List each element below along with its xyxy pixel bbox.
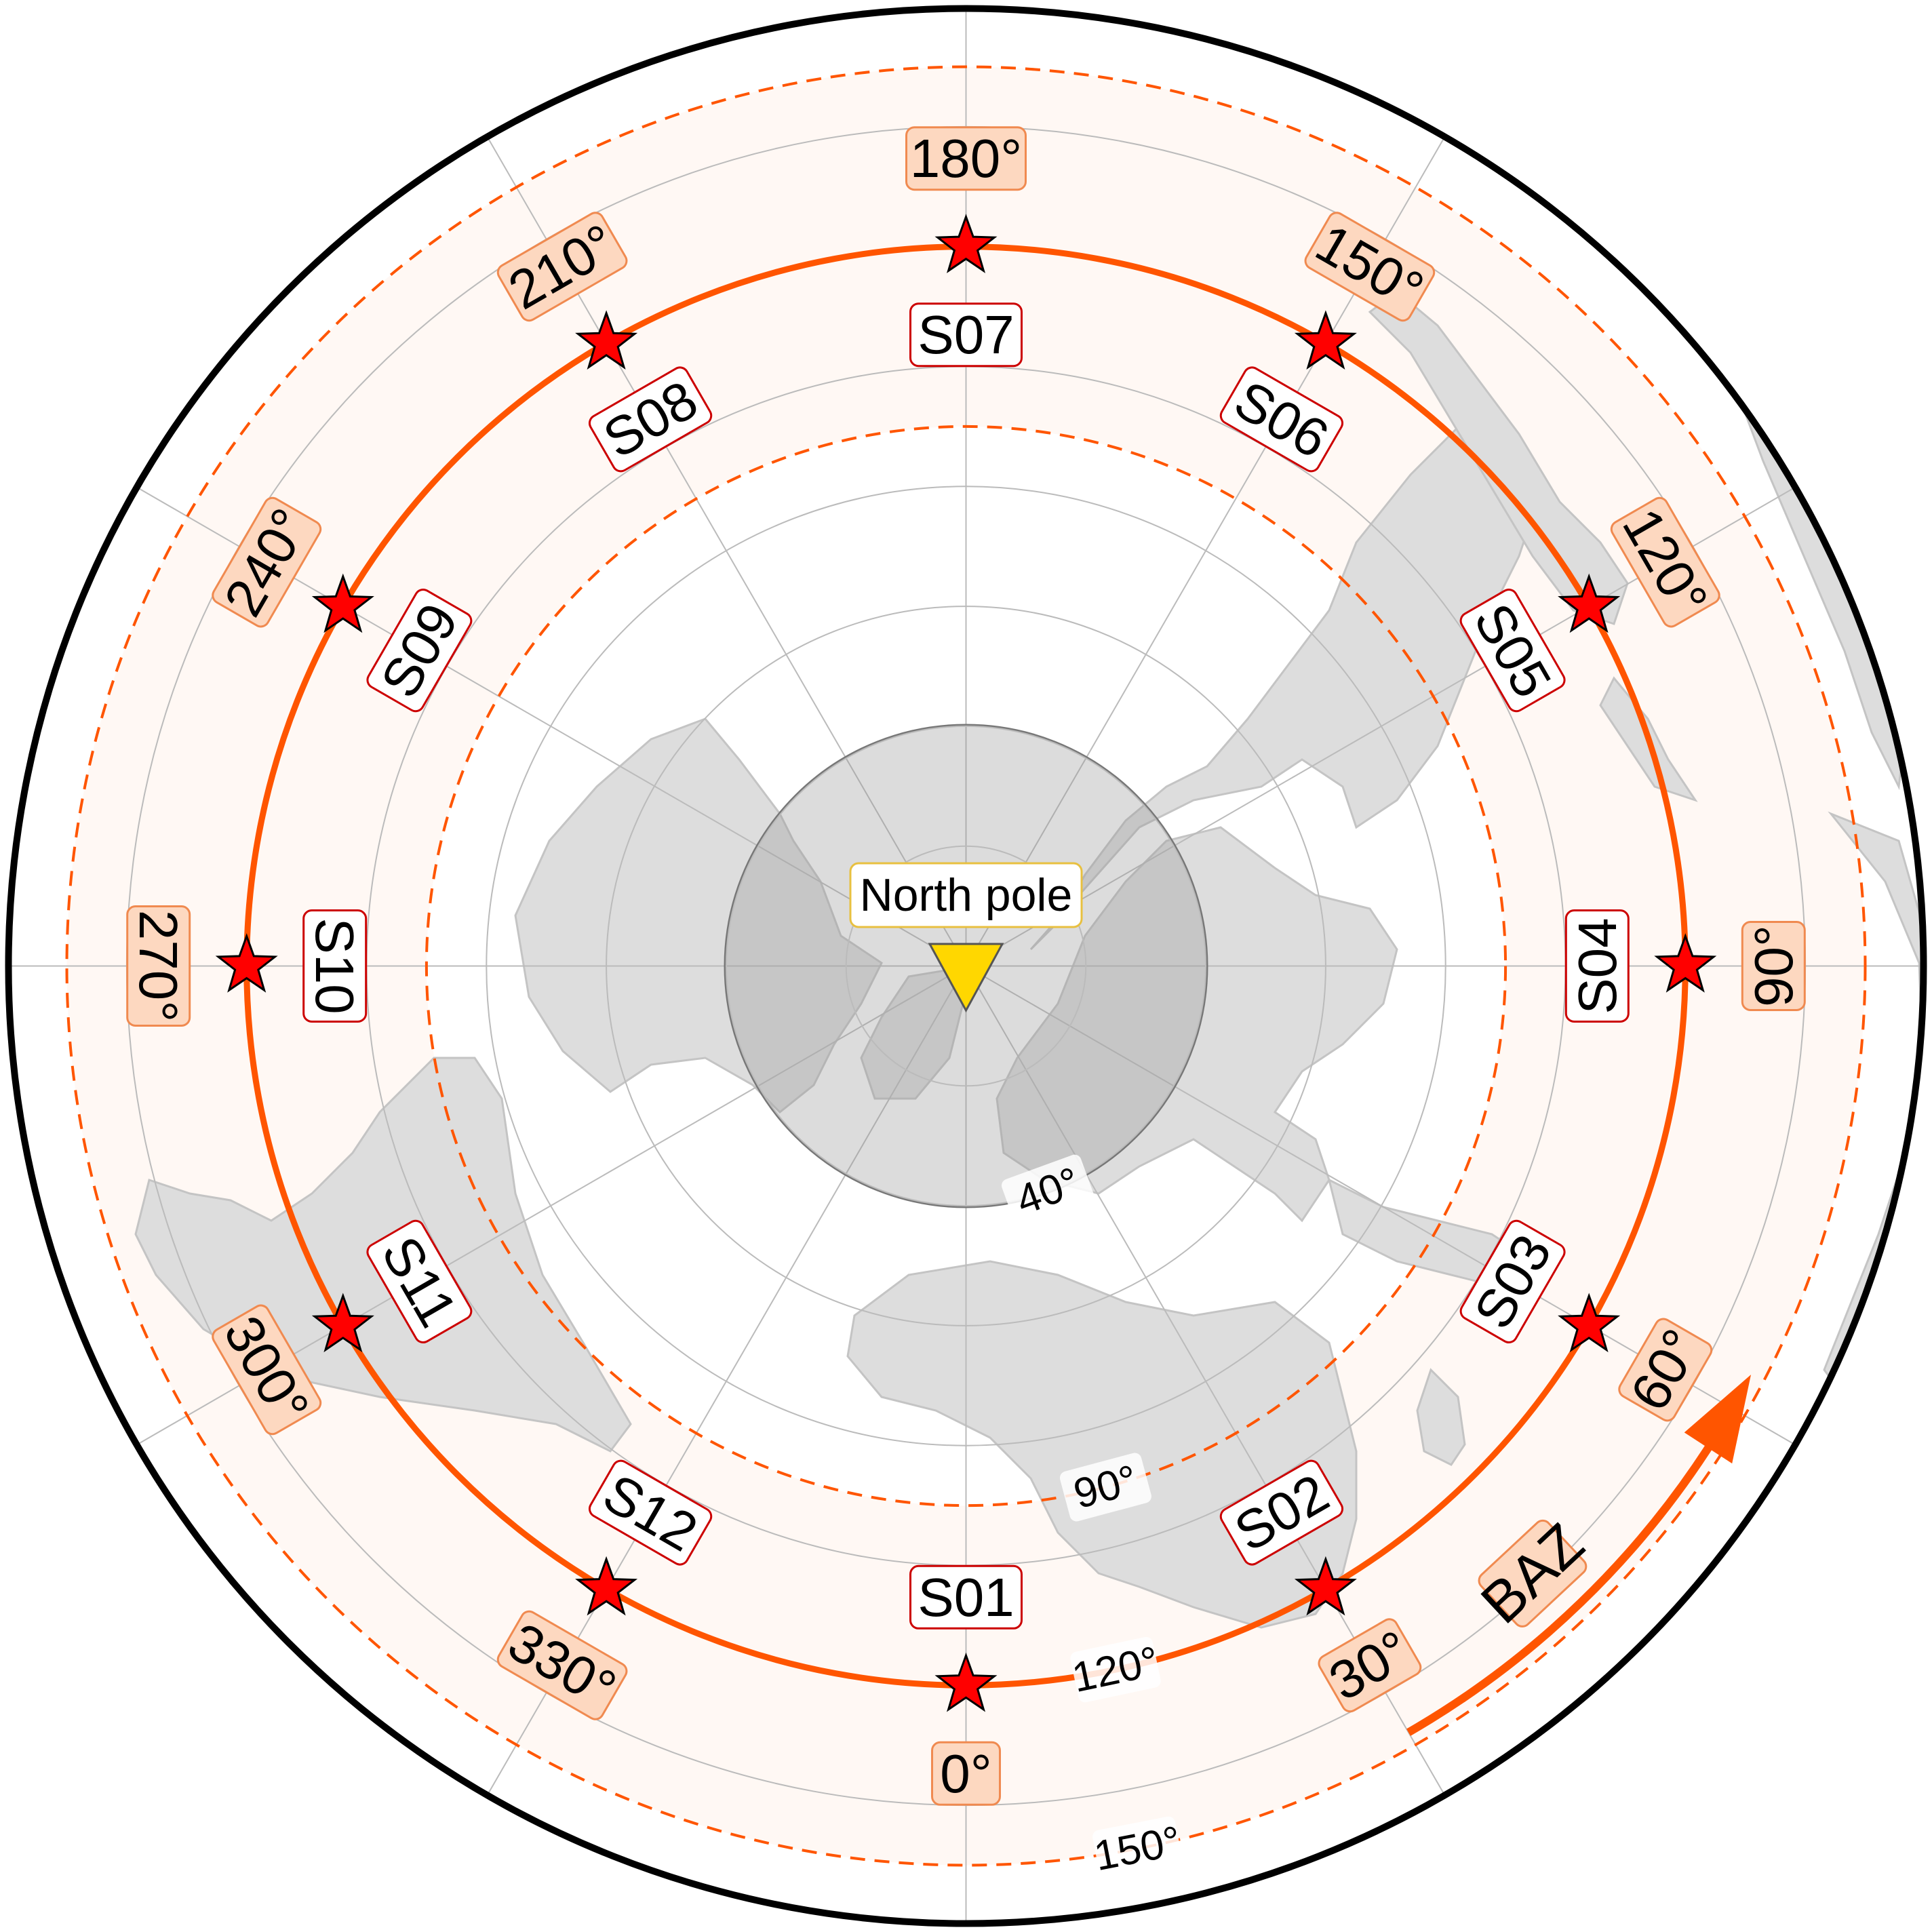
ring-label-bg (1059, 1453, 1151, 1522)
station-id-box (588, 1459, 713, 1566)
station-s07[interactable]: S07 180° (905, 126, 1027, 368)
station-star-icon (934, 214, 998, 273)
station-star-icon (215, 933, 278, 993)
station-id-box (366, 1219, 473, 1344)
station-baz-label: 270° (126, 905, 191, 1027)
parallel-circle (486, 486, 1446, 1446)
pole-marker: North pole (849, 862, 1083, 1013)
station-star-icon (1558, 573, 1621, 633)
station-baz-box (905, 126, 1027, 191)
station-id-text: S10 (304, 918, 365, 1014)
station-baz-label: 180° (905, 126, 1027, 191)
station-baz-box (1618, 1318, 1713, 1422)
station-star-icon (311, 1293, 374, 1353)
station-baz-label: 210° (496, 212, 628, 322)
station-id-label: S01 (909, 1564, 1023, 1630)
station-id-label: S04 (1564, 909, 1630, 1023)
station-baz-box (1610, 496, 1720, 628)
station-star-icon (311, 573, 374, 633)
station-id-box (588, 366, 713, 473)
station-baz-box (1741, 921, 1806, 1011)
station-s04[interactable]: S04 90° (1564, 909, 1806, 1023)
station-s01[interactable]: S01 0° (909, 1564, 1023, 1806)
station-id-box (1219, 366, 1344, 473)
station-baz-box (1304, 212, 1436, 322)
baz-arrow-arc (1406, 1432, 1720, 1736)
station-star-icon (575, 1556, 638, 1616)
station-baz-box (496, 212, 628, 322)
station-id-text: S01 (918, 1567, 1014, 1628)
baz-label-box (1478, 1519, 1588, 1628)
ring-label-bg (1092, 1816, 1183, 1881)
station-baz-box (212, 496, 322, 628)
station-star-icon (575, 310, 638, 370)
station-baz-box (1318, 1618, 1422, 1713)
ring-label-bg (1070, 1636, 1161, 1703)
station-baz-text: 0° (940, 1743, 991, 1804)
station-id-box (1459, 1219, 1566, 1344)
station-id-label: S10 (302, 909, 368, 1023)
station-id-box (302, 909, 368, 1023)
station-baz-text: 90° (1743, 925, 1804, 1007)
parallel-circle (606, 606, 1326, 1326)
station-baz-box (126, 905, 191, 1027)
station-id-text: S04 (1567, 918, 1628, 1014)
station-id-box (1564, 909, 1630, 1023)
station-baz-box (931, 1741, 1001, 1806)
land-madagascar (1416, 1368, 1466, 1466)
station-id-box (1459, 588, 1566, 713)
ring-90 (425, 425, 1507, 1507)
land-greenland (860, 968, 964, 1100)
station-id-box (366, 588, 473, 713)
parallel-circle (845, 845, 1087, 1087)
station-baz-label: 0° (931, 1741, 1001, 1806)
station-baz-text: 180° (910, 128, 1022, 189)
ring-150 (65, 65, 1867, 1867)
station-s10[interactable]: S10 270° (126, 905, 368, 1027)
station-id-text: S07 (918, 304, 1014, 365)
pole-marker-triangle (928, 943, 1004, 1013)
station-star-icon (1294, 1556, 1357, 1616)
pole-label: North pole (860, 869, 1073, 921)
station-star-icon (1558, 1293, 1621, 1353)
parallel-circle (725, 725, 1207, 1207)
station-id-label: S07 (909, 302, 1023, 368)
station-id-box (1219, 1459, 1344, 1566)
station-star-icon (934, 1652, 998, 1712)
station-baz-text: 270° (128, 910, 189, 1022)
ring-label-bg (1001, 1154, 1095, 1228)
pole-label-box (849, 862, 1083, 928)
station-baz-box (212, 1304, 322, 1436)
baz-arrow-head (1684, 1375, 1752, 1464)
globe-border (5, 5, 1927, 1927)
station-star-icon (1294, 310, 1357, 370)
land-north-america (514, 717, 883, 1114)
station-baz-label: 90° (1741, 921, 1806, 1011)
land-east-asia (1368, 290, 1629, 625)
station-star-icon (1654, 933, 1717, 993)
station-id-box (909, 1564, 1023, 1630)
station-baz-box (496, 1610, 628, 1720)
station-id-box (909, 302, 1023, 368)
